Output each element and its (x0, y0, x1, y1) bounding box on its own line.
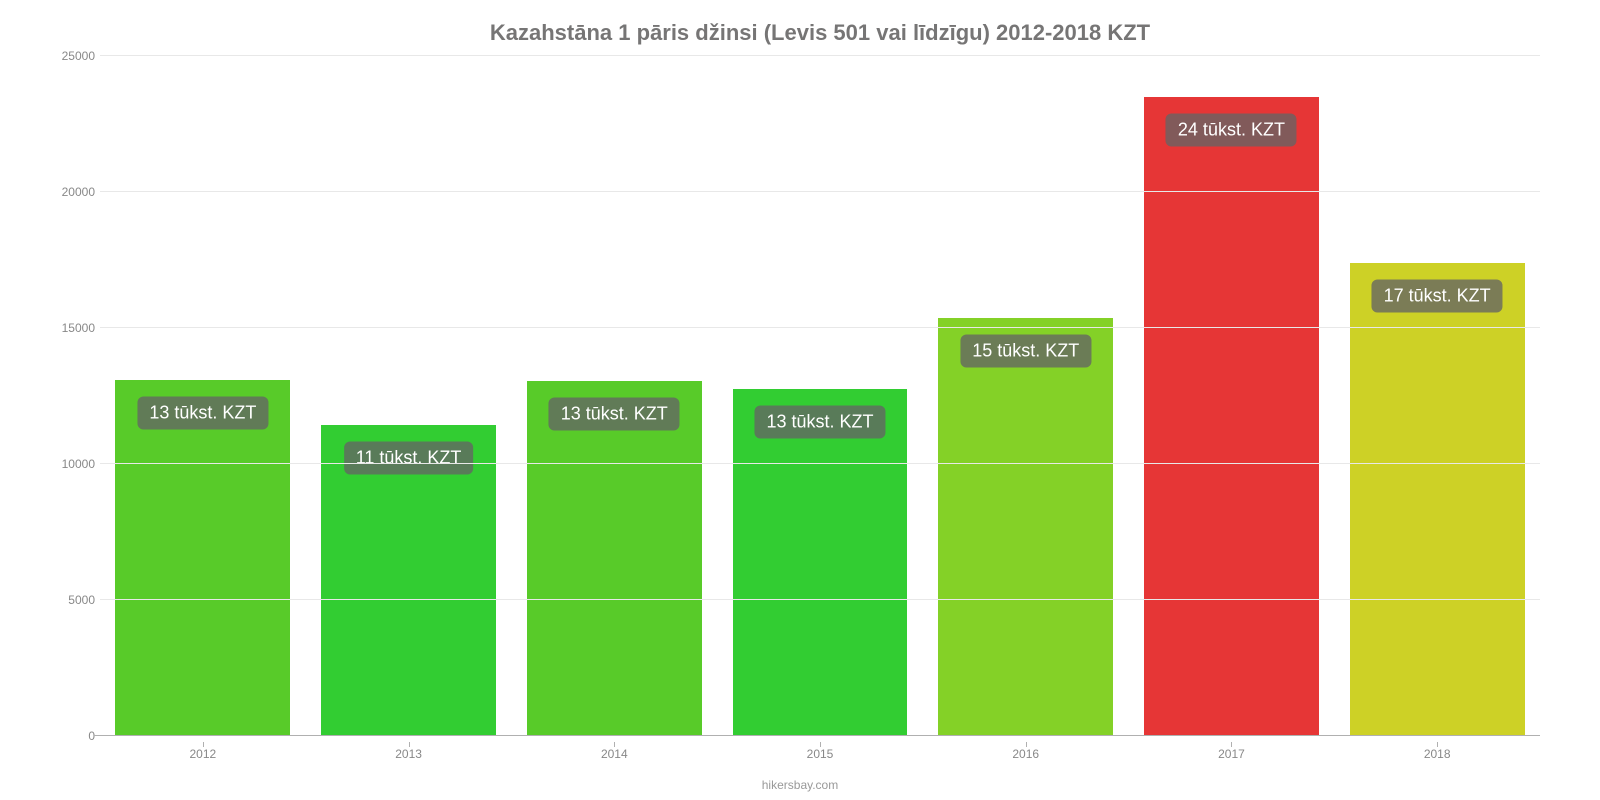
x-tick-label: 2012 (100, 747, 306, 761)
bar-slot: 13 tūkst. KZT (511, 56, 717, 736)
bar-value-label: 24 tūkst. KZT (1166, 113, 1297, 146)
y-tick-label: 0 (50, 729, 95, 743)
bar-value-label: 13 tūkst. KZT (754, 406, 885, 439)
bar-value-label: 15 tūkst. KZT (960, 335, 1091, 368)
x-tick-label: 2018 (1334, 747, 1540, 761)
y-tick-label: 20000 (50, 185, 95, 199)
bar: 15 tūkst. KZT (938, 318, 1113, 736)
y-tick-label: 5000 (50, 593, 95, 607)
x-tick-label: 2015 (717, 747, 923, 761)
x-tick-mark (409, 742, 410, 747)
baseline (94, 735, 1540, 736)
credit-text: hikersbay.com (762, 778, 838, 792)
x-axis: 2012201320142015201620172018 (100, 747, 1540, 761)
x-tick-label: 2014 (511, 747, 717, 761)
x-tick-label: 2017 (1129, 747, 1335, 761)
x-tick-mark (614, 742, 615, 747)
y-tick-label: 25000 (50, 49, 95, 63)
chart-container: Kazahstāna 1 pāris džinsi (Levis 501 vai… (0, 0, 1600, 800)
y-axis: 0500010000150002000025000 (50, 56, 95, 736)
bar: 11 tūkst. KZT (321, 425, 496, 736)
bar-slot: 13 tūkst. KZT (100, 56, 306, 736)
grid-line (100, 55, 1540, 56)
bar: 13 tūkst. KZT (733, 389, 908, 736)
grid-line (100, 463, 1540, 464)
bar: 13 tūkst. KZT (527, 381, 702, 736)
x-tick-label: 2013 (306, 747, 512, 761)
bar: 17 tūkst. KZT (1350, 263, 1525, 736)
y-tick-label: 10000 (50, 457, 95, 471)
x-tick-mark (1437, 742, 1438, 747)
y-tick-label: 15000 (50, 321, 95, 335)
x-tick-mark (1026, 742, 1027, 747)
bars-area: 13 tūkst. KZT 11 tūkst. KZT 13 tūkst. KZT 1… (100, 56, 1540, 736)
x-tick-label: 2016 (923, 747, 1129, 761)
bar-slot: 11 tūkst. KZT (306, 56, 512, 736)
grid-line (100, 327, 1540, 328)
chart-plot: 0500010000150002000025000 13 tūkst. KZT1… (100, 56, 1540, 736)
bar-slot: 15 tūkst. KZT (923, 56, 1129, 736)
x-tick-mark (820, 742, 821, 747)
bar: 13 tūkst. KZT (115, 380, 290, 736)
bar-slot: 17 tūkst. KZT (1334, 56, 1540, 736)
grid-line (100, 599, 1540, 600)
grid-line (100, 191, 1540, 192)
bar-value-label: 17 tūkst. KZT (1372, 279, 1503, 312)
chart-title: Kazahstāna 1 pāris džinsi (Levis 501 vai… (100, 20, 1540, 46)
bar-value-label: 13 tūkst. KZT (137, 396, 268, 429)
bar-slot: 13 tūkst. KZT (717, 56, 923, 736)
bar-slot: 24 tūkst. KZT (1129, 56, 1335, 736)
bar-value-label: 11 tūkst. KZT (344, 441, 474, 474)
x-tick-mark (203, 742, 204, 747)
bar-value-label: 13 tūkst. KZT (549, 398, 680, 431)
bar: 24 tūkst. KZT (1144, 97, 1319, 736)
x-tick-mark (1231, 742, 1232, 747)
